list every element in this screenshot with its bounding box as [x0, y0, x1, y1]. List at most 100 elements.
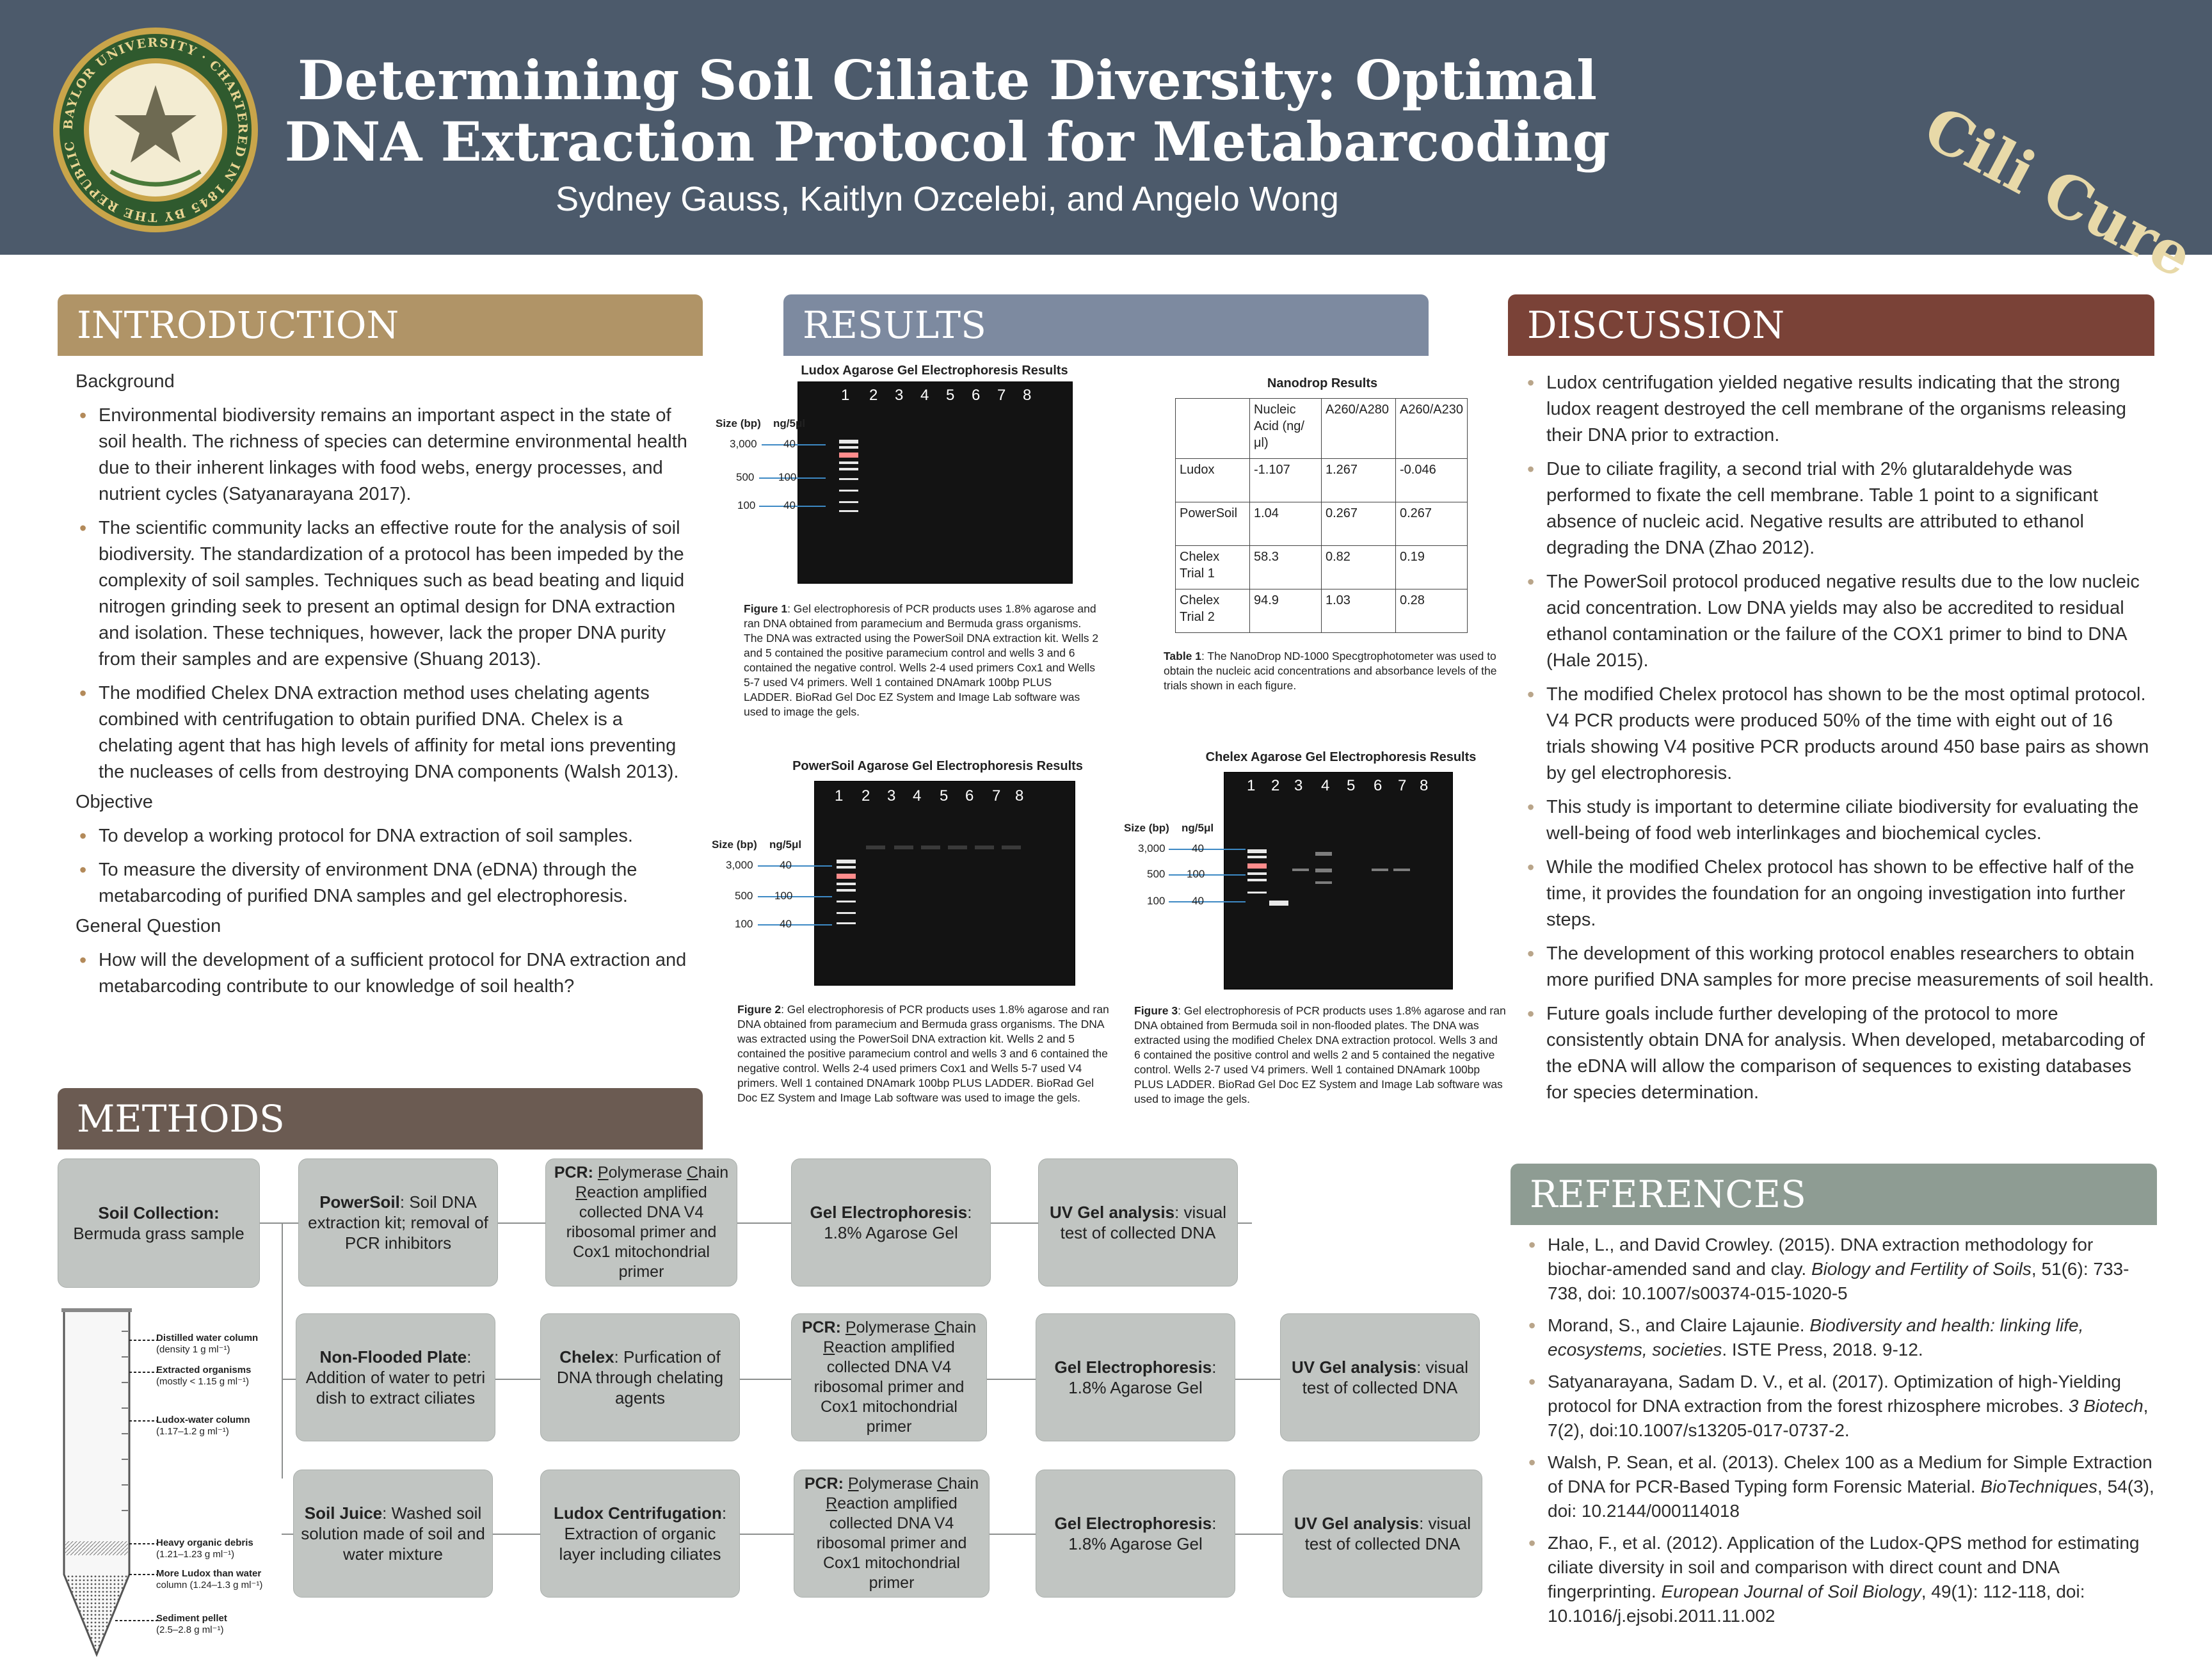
table-cell: -0.046 [1395, 458, 1468, 502]
lane-number: 6 [972, 387, 981, 404]
ludox-gel-image [797, 381, 1073, 584]
size-marker-line [1169, 849, 1246, 850]
caption-text: : Gel electrophoresis of PCR products us… [737, 1003, 1109, 1104]
lane-number: 7 [992, 787, 1001, 805]
size-marker-line [758, 924, 832, 926]
reference-item: Zhao, F., et al. (2012). Application of … [1525, 1531, 2158, 1628]
lane-number: 1 [1247, 777, 1256, 794]
lane-number: 2 [1271, 777, 1280, 794]
size-marker-line [758, 865, 832, 867]
tube-label: Sediment pellet (2.5–2.8 g ml⁻¹) [156, 1613, 227, 1635]
powersoil-figure-caption: Figure 2: Gel electrophoresis of PCR pro… [737, 1002, 1110, 1105]
table-cell: Chelex Trial 2 [1175, 589, 1250, 633]
tube-label: Distilled water column (density 1 g ml⁻¹) [156, 1333, 259, 1355]
caption-label: Figure 1 [744, 602, 788, 615]
table-cell: 0.28 [1395, 589, 1468, 633]
tube-label: More Ludox than water column (1.24–1.3 g … [156, 1568, 263, 1591]
background-item: Environmental biodiversity remains an im… [76, 403, 696, 508]
poster-title: Determining Soil Ciliate Diversity: Opti… [284, 49, 1610, 173]
background-item: The modified Chelex DNA extraction metho… [76, 680, 696, 785]
lane-number: 3 [895, 387, 904, 404]
size-marker-line [759, 506, 826, 507]
caption-label: Table 1 [1164, 650, 1202, 662]
background-label: Background [76, 371, 175, 392]
tube-label: Ludox-water column (1.17–1.2 g ml⁻¹) [156, 1415, 250, 1437]
lane-number: 8 [1420, 777, 1429, 794]
table-row: Ludox -1.107 1.267 -0.046 [1175, 458, 1468, 502]
size-ng-value: 40 [1192, 895, 1204, 907]
powersoil-gel-image [814, 781, 1075, 986]
caption-label: Figure 3 [1134, 1004, 1178, 1017]
size-ng-value: 100 [778, 471, 797, 483]
lane-number: 6 [1374, 777, 1382, 794]
size-bp-label: Size (bp) [716, 417, 761, 429]
table-cell: A260/A280 [1321, 398, 1396, 459]
size-bp-value: 500 [735, 890, 753, 902]
size-bp-value: 500 [1147, 868, 1166, 880]
discussion-item: Ludox centrifugation yielded negative re… [1523, 370, 2157, 449]
discussion-section: Ludox centrifugation yielded negative re… [1523, 362, 2157, 1106]
table-cell: Chelex Trial 1 [1175, 545, 1250, 589]
size-bp-value: 100 [735, 918, 753, 930]
caption-text: : The NanoDrop ND-1000 Specgtrophotomete… [1164, 650, 1497, 692]
pcr-box: PCR: Polymerase Chain Reaction amplified… [545, 1158, 737, 1286]
reference-item: Walsh, P. Sean, et al. (2013). Chelex 10… [1525, 1450, 2158, 1523]
chelex-box: Chelex: Purfication of DNA through chela… [540, 1313, 740, 1441]
method-label: Soil Collection: [98, 1203, 220, 1222]
lane-number: 4 [920, 387, 929, 404]
pcr-box: PCR: Polymerase Chain Reaction amplified… [791, 1313, 987, 1441]
discussion-item: The modified Chelex protocol has shown t… [1523, 682, 2157, 787]
discussion-list: Ludox centrifugation yielded negative re… [1523, 370, 2157, 1106]
background-item: The scientific community lacks an effect… [76, 515, 696, 673]
objective-item: To develop a working protocol for DNA ex… [76, 823, 696, 849]
objective-label: Objective [76, 792, 153, 812]
ludox-centrifugation-box: Ludox Centrifugation: Extraction of orga… [540, 1470, 740, 1598]
lane-number: 5 [1347, 777, 1356, 794]
size-ng-value: 40 [780, 918, 792, 930]
table-cell: 0.267 [1395, 502, 1468, 546]
method-text: Bermuda grass sample [73, 1224, 244, 1243]
ludox-figure-caption: Figure 1: Gel electrophoresis of PCR pro… [744, 602, 1102, 719]
caption-label: Figure 2 [737, 1003, 781, 1016]
table-cell: 58.3 [1249, 545, 1322, 589]
tube-label: Extracted organisms (mostly < 1.15 g ml⁻¹… [156, 1365, 252, 1387]
ngul-label: ng/5μl [773, 417, 806, 429]
introduction-heading: INTRODUCTION [58, 294, 703, 356]
size-marker-line [1169, 874, 1246, 876]
chelex-gel-bands [1247, 849, 1410, 906]
table-cell: PowerSoil [1175, 502, 1250, 546]
size-bp-value: 3,000 [1138, 842, 1166, 854]
chelex-gel-image [1224, 772, 1453, 990]
discussion-item: While the modified Chelex protocol has s… [1523, 854, 2157, 933]
size-ng-value: 100 [1187, 868, 1205, 880]
table-cell: Nucleic Acid (ng/μl) [1249, 398, 1322, 459]
lane-number: 3 [887, 787, 896, 805]
size-ng-value: 40 [780, 859, 792, 871]
powersoil-gel-bands [837, 846, 1021, 924]
table-cell: 0.82 [1321, 545, 1396, 589]
references-section: Hale, L., and David Crowley. (2015). DNA… [1525, 1225, 2158, 1628]
uv-gel-analysis-box: UV Gel analysis: visual test of collecte… [1283, 1470, 1482, 1598]
table-cell: A260/A230 [1395, 398, 1468, 459]
lane-number: 8 [1015, 787, 1024, 805]
soil-juice-box: Soil Juice: Washed soil solution made of… [293, 1470, 493, 1598]
table-cell: 1.03 [1321, 589, 1396, 633]
size-ng-value: 100 [774, 890, 793, 902]
discussion-heading: DISCUSSION [1508, 294, 2154, 356]
flow-connector [282, 1222, 283, 1479]
chelex-figure-title: Chelex Agarose Gel Electrophoresis Resul… [1205, 750, 1477, 764]
lane-number: 1 [835, 787, 844, 805]
introduction-section: Background Environmental biodiversity re… [76, 365, 696, 1000]
centrifuge-tube-icon [61, 1308, 157, 1657]
lane-number: 3 [1294, 777, 1303, 794]
table-row: Chelex Trial 2 94.9 1.03 0.28 [1175, 589, 1468, 633]
references-list: Hale, L., and David Crowley. (2015). DNA… [1525, 1233, 2158, 1628]
nanodrop-table: Nucleic Acid (ng/μl) A260/A280 A260/A230… [1175, 398, 1468, 633]
size-bp-label: Size (bp) [712, 838, 757, 851]
tube-label: Heavy organic debris (1.21–1.23 g ml⁻¹) [156, 1537, 253, 1560]
lane-number: 5 [946, 387, 955, 404]
lane-number: 7 [1398, 777, 1407, 794]
table-cell: 0.267 [1321, 502, 1396, 546]
size-bp-value: 100 [737, 499, 756, 511]
discussion-item: Due to ciliate fragility, a second trial… [1523, 456, 2157, 561]
